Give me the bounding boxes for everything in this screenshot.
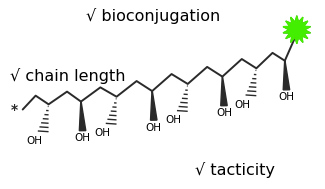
Polygon shape (79, 101, 86, 131)
Text: OH: OH (146, 123, 162, 133)
Text: OH: OH (166, 115, 182, 125)
Text: √ bioconjugation: √ bioconjugation (86, 8, 220, 24)
Polygon shape (150, 91, 157, 120)
Polygon shape (283, 61, 290, 90)
Text: OH: OH (234, 100, 251, 109)
Text: OH: OH (279, 92, 294, 102)
Polygon shape (221, 77, 227, 106)
Text: √ tacticity: √ tacticity (195, 162, 275, 177)
Polygon shape (283, 16, 311, 44)
Text: OH: OH (74, 133, 91, 143)
Text: OH: OH (95, 128, 110, 138)
Text: OH: OH (216, 108, 232, 118)
Text: √ chain length: √ chain length (10, 68, 126, 84)
Text: *: * (11, 102, 18, 116)
Text: OH: OH (27, 136, 43, 146)
